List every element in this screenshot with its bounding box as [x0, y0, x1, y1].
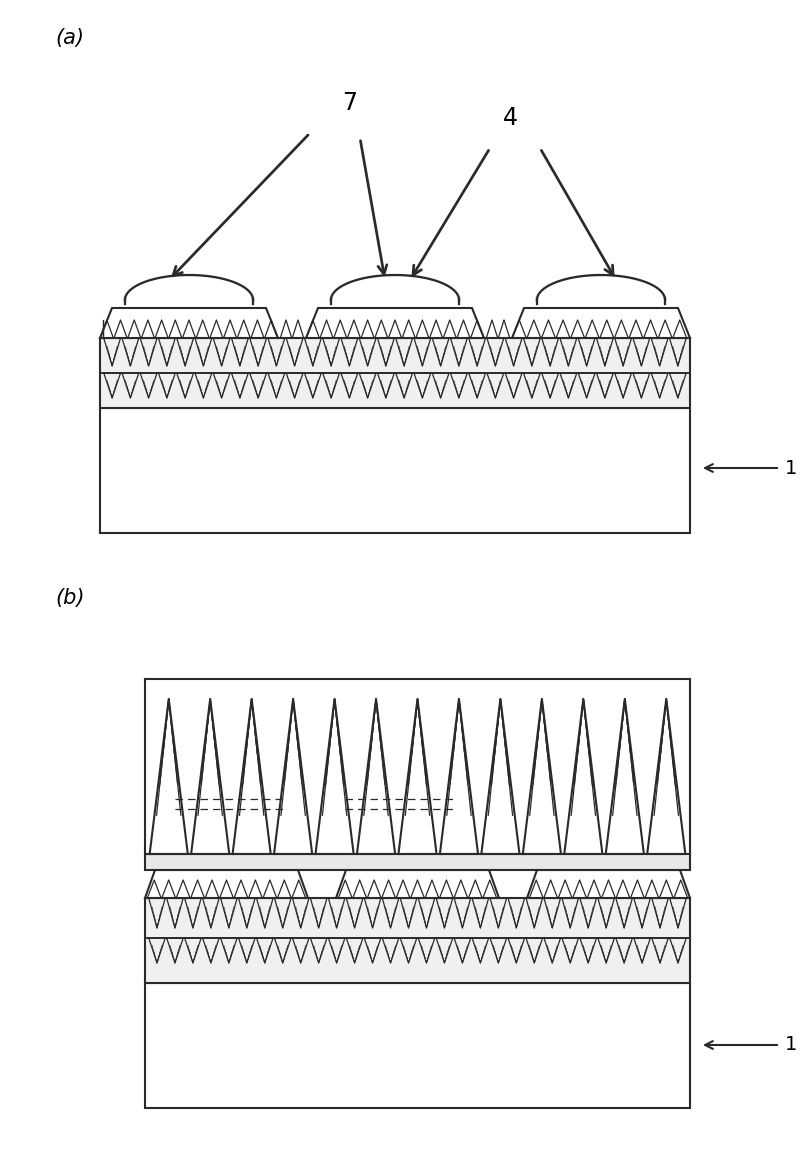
- Text: (b): (b): [55, 588, 85, 608]
- Bar: [145, 897, 690, 983]
- Text: 1: 1: [785, 1035, 798, 1055]
- Bar: [145, 853, 690, 870]
- Polygon shape: [512, 308, 690, 338]
- Text: 1: 1: [785, 459, 798, 477]
- Text: 7: 7: [342, 91, 358, 115]
- Polygon shape: [527, 870, 690, 897]
- Polygon shape: [100, 308, 278, 338]
- Text: 4: 4: [502, 107, 518, 130]
- Polygon shape: [145, 870, 308, 897]
- Text: (a): (a): [55, 28, 84, 47]
- Bar: [100, 408, 690, 533]
- Polygon shape: [306, 308, 484, 338]
- Bar: [100, 338, 690, 408]
- Bar: [145, 983, 690, 1108]
- Polygon shape: [336, 870, 499, 897]
